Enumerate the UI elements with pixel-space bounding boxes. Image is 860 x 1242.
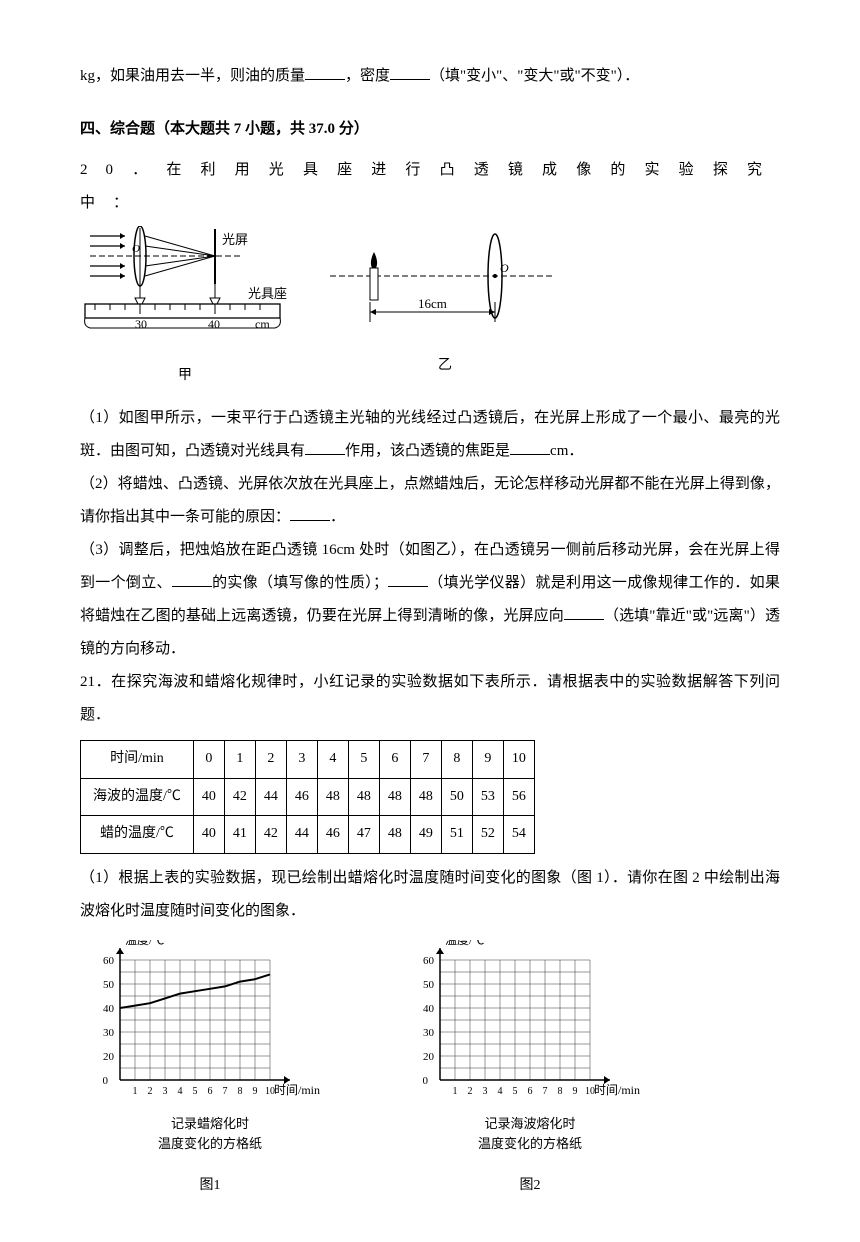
- label-screen: 光屏: [222, 232, 248, 247]
- figure-yi: O 16cm 乙: [330, 226, 560, 382]
- svg-text:50: 50: [103, 979, 115, 991]
- q21-part1: （1）根据上表的实验数据，现已绘制出蜡熔化时温度随时间变化的图象（图 1）．请你…: [80, 862, 780, 928]
- svg-text:5: 5: [513, 1086, 518, 1097]
- figure-jia: O 光屏 30 40 cm 光具座: [80, 226, 290, 392]
- svg-text:50: 50: [423, 979, 435, 991]
- svg-text:9: 9: [253, 1086, 258, 1097]
- svg-text:温度/℃: 温度/℃: [445, 940, 484, 947]
- svg-text:20: 20: [423, 1051, 435, 1063]
- section-title: 四、综合题（本大题共 7 小题，共 37.0 分）: [80, 113, 780, 146]
- q20-part3: （3）调整后，把烛焰放在距凸透镜 16cm 处时（如图乙），在凸透镜另一侧前后移…: [80, 534, 780, 666]
- svg-text:0: 0: [423, 1075, 429, 1087]
- svg-text:6: 6: [208, 1086, 213, 1097]
- svg-text:8: 8: [238, 1086, 243, 1097]
- svg-text:时间/min: 时间/min: [594, 1083, 640, 1097]
- svg-text:40: 40: [423, 1003, 435, 1015]
- svg-text:5: 5: [193, 1086, 198, 1097]
- q20-figures: O 光屏 30 40 cm 光具座: [80, 226, 780, 392]
- svg-text:4: 4: [178, 1086, 183, 1097]
- svg-text:3: 3: [483, 1086, 488, 1097]
- svg-text:9: 9: [573, 1086, 578, 1097]
- svg-text:时间/min: 时间/min: [274, 1083, 320, 1097]
- q20-intro: 20．在利用光具座进行凸透镜成像的实验探究中：: [80, 154, 780, 220]
- prev-question-tail: kg，如果油用去一半，则油的质量，密度（填"变小"、"变大"或"不变"）．: [80, 60, 780, 93]
- svg-text:8: 8: [558, 1086, 563, 1097]
- charts-row: 0203040506012345678910温度/℃时间/min 记录蜡熔化时温…: [80, 940, 780, 1202]
- svg-text:O: O: [500, 261, 509, 275]
- q20-part2: （2）将蜡烛、凸透镜、光屏依次放在光具座上，点燃蜡烛后，无论怎样移动光屏都不能在…: [80, 468, 780, 534]
- svg-text:cm: cm: [255, 317, 270, 331]
- svg-text:0: 0: [103, 1075, 109, 1087]
- svg-text:60: 60: [103, 955, 115, 967]
- svg-text:3: 3: [163, 1086, 168, 1097]
- svg-text:7: 7: [223, 1086, 228, 1097]
- svg-text:7: 7: [543, 1086, 548, 1097]
- svg-text:1: 1: [133, 1086, 138, 1097]
- q20-part1: （1）如图甲所示，一束平行于凸透镜主光轴的光线经过凸透镜后，在光屏上形成了一个最…: [80, 402, 780, 468]
- svg-text:40: 40: [208, 317, 220, 331]
- svg-text:20: 20: [103, 1051, 115, 1063]
- svg-text:O: O: [132, 243, 140, 255]
- label-track: 光具座: [248, 286, 287, 301]
- data-table: 时间/min012345678910 海波的温度/℃40424446484848…: [80, 740, 535, 854]
- svg-text:40: 40: [103, 1003, 115, 1015]
- svg-text:2: 2: [148, 1086, 153, 1097]
- svg-text:6: 6: [528, 1086, 533, 1097]
- svg-text:4: 4: [498, 1086, 503, 1097]
- svg-text:温度/℃: 温度/℃: [125, 940, 164, 947]
- q21-intro: 21．在探究海波和蜡熔化规律时，小红记录的实验数据如下表所示．请根据表中的实验数…: [80, 666, 780, 732]
- chart-1: 0203040506012345678910温度/℃时间/min 记录蜡熔化时温…: [80, 940, 340, 1202]
- svg-text:30: 30: [103, 1027, 115, 1039]
- svg-text:16cm: 16cm: [418, 296, 447, 311]
- svg-text:2: 2: [468, 1086, 473, 1097]
- chart-2: 0203040506012345678910温度/℃时间/min 记录海波熔化时…: [400, 940, 660, 1202]
- svg-text:1: 1: [453, 1086, 458, 1097]
- svg-text:30: 30: [423, 1027, 435, 1039]
- svg-text:60: 60: [423, 955, 435, 967]
- svg-text:30: 30: [135, 317, 147, 331]
